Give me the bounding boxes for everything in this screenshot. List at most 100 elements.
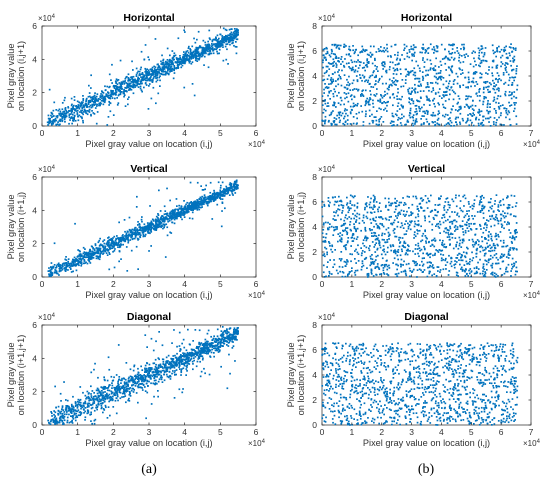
data-point bbox=[89, 262, 92, 264]
data-point bbox=[196, 209, 199, 211]
data-point bbox=[462, 238, 465, 241]
data-point bbox=[467, 86, 469, 89]
data-point bbox=[422, 77, 425, 80]
data-point bbox=[185, 54, 188, 57]
data-point bbox=[222, 41, 225, 44]
data-point bbox=[350, 108, 353, 111]
data-point bbox=[488, 117, 490, 120]
data-point bbox=[52, 267, 55, 269]
data-point bbox=[412, 53, 415, 56]
data-point bbox=[459, 121, 461, 124]
data-point bbox=[343, 46, 346, 48]
data-point bbox=[471, 244, 474, 246]
data-point bbox=[505, 71, 508, 73]
data-point bbox=[93, 249, 96, 252]
data-point bbox=[102, 252, 105, 254]
data-point bbox=[495, 65, 498, 67]
data-point bbox=[399, 68, 402, 71]
data-point bbox=[50, 271, 52, 274]
data-point bbox=[484, 96, 487, 99]
data-point bbox=[325, 65, 328, 68]
data-point bbox=[426, 96, 428, 99]
data-point bbox=[130, 229, 132, 232]
data-point bbox=[491, 66, 494, 69]
data-point bbox=[367, 79, 370, 82]
data-point bbox=[154, 75, 156, 78]
data-point bbox=[197, 205, 200, 208]
data-point bbox=[456, 82, 459, 85]
data-point bbox=[420, 97, 422, 99]
data-point bbox=[350, 270, 353, 272]
data-point bbox=[58, 124, 60, 126]
data-point bbox=[202, 39, 205, 42]
data-point bbox=[108, 239, 110, 242]
data-point bbox=[471, 259, 474, 262]
data-point bbox=[504, 90, 507, 93]
data-point bbox=[156, 221, 158, 223]
data-point bbox=[93, 94, 96, 97]
y-tick-label: 6 bbox=[32, 172, 37, 182]
data-point bbox=[141, 78, 143, 81]
data-point bbox=[99, 250, 102, 253]
data-point bbox=[194, 59, 197, 62]
data-point bbox=[169, 68, 171, 70]
data-point bbox=[111, 245, 114, 247]
data-point bbox=[332, 110, 334, 112]
data-point bbox=[159, 220, 162, 223]
data-point bbox=[79, 115, 82, 118]
data-point bbox=[380, 95, 383, 97]
data-point bbox=[164, 210, 167, 212]
data-point bbox=[203, 201, 205, 203]
data-point bbox=[426, 83, 429, 86]
data-point bbox=[461, 210, 464, 213]
data-point bbox=[484, 253, 486, 255]
data-point bbox=[121, 235, 124, 237]
data-point bbox=[187, 211, 189, 214]
data-point bbox=[505, 108, 508, 110]
data-point bbox=[95, 247, 98, 249]
data-point bbox=[74, 259, 77, 262]
data-point bbox=[509, 247, 512, 249]
data-point bbox=[402, 227, 405, 229]
data-point bbox=[466, 104, 468, 106]
data-point bbox=[446, 87, 449, 90]
data-point bbox=[121, 87, 123, 90]
data-point bbox=[433, 237, 436, 240]
data-point bbox=[356, 251, 359, 254]
data-point bbox=[152, 71, 154, 74]
data-point bbox=[200, 200, 202, 203]
data-point bbox=[441, 97, 443, 99]
data-point bbox=[356, 102, 359, 105]
data-point bbox=[53, 271, 56, 273]
data-point bbox=[416, 91, 419, 94]
data-point bbox=[413, 71, 416, 74]
data-point bbox=[405, 220, 407, 222]
data-point bbox=[204, 196, 207, 198]
data-point bbox=[501, 124, 503, 126]
data-point bbox=[487, 85, 489, 88]
data-point bbox=[391, 112, 394, 115]
data-point bbox=[55, 266, 58, 269]
data-point bbox=[75, 269, 78, 272]
data-point bbox=[112, 244, 114, 246]
data-point bbox=[221, 43, 224, 46]
data-point bbox=[353, 70, 356, 73]
data-point bbox=[50, 114, 52, 117]
data-point bbox=[134, 80, 136, 83]
data-point bbox=[484, 246, 487, 249]
data-point bbox=[435, 76, 438, 79]
data-point bbox=[497, 275, 499, 277]
data-point bbox=[72, 120, 75, 122]
data-point bbox=[422, 263, 425, 266]
data-point bbox=[392, 124, 395, 126]
y-multiplier: ×104 bbox=[38, 14, 56, 23]
data-point bbox=[135, 75, 138, 77]
data-point bbox=[63, 267, 65, 270]
data-point bbox=[400, 85, 402, 88]
data-point bbox=[515, 72, 518, 75]
data-point bbox=[128, 234, 131, 237]
data-point bbox=[384, 90, 386, 93]
data-point bbox=[471, 104, 474, 107]
data-point bbox=[333, 215, 336, 217]
data-point bbox=[379, 100, 382, 102]
